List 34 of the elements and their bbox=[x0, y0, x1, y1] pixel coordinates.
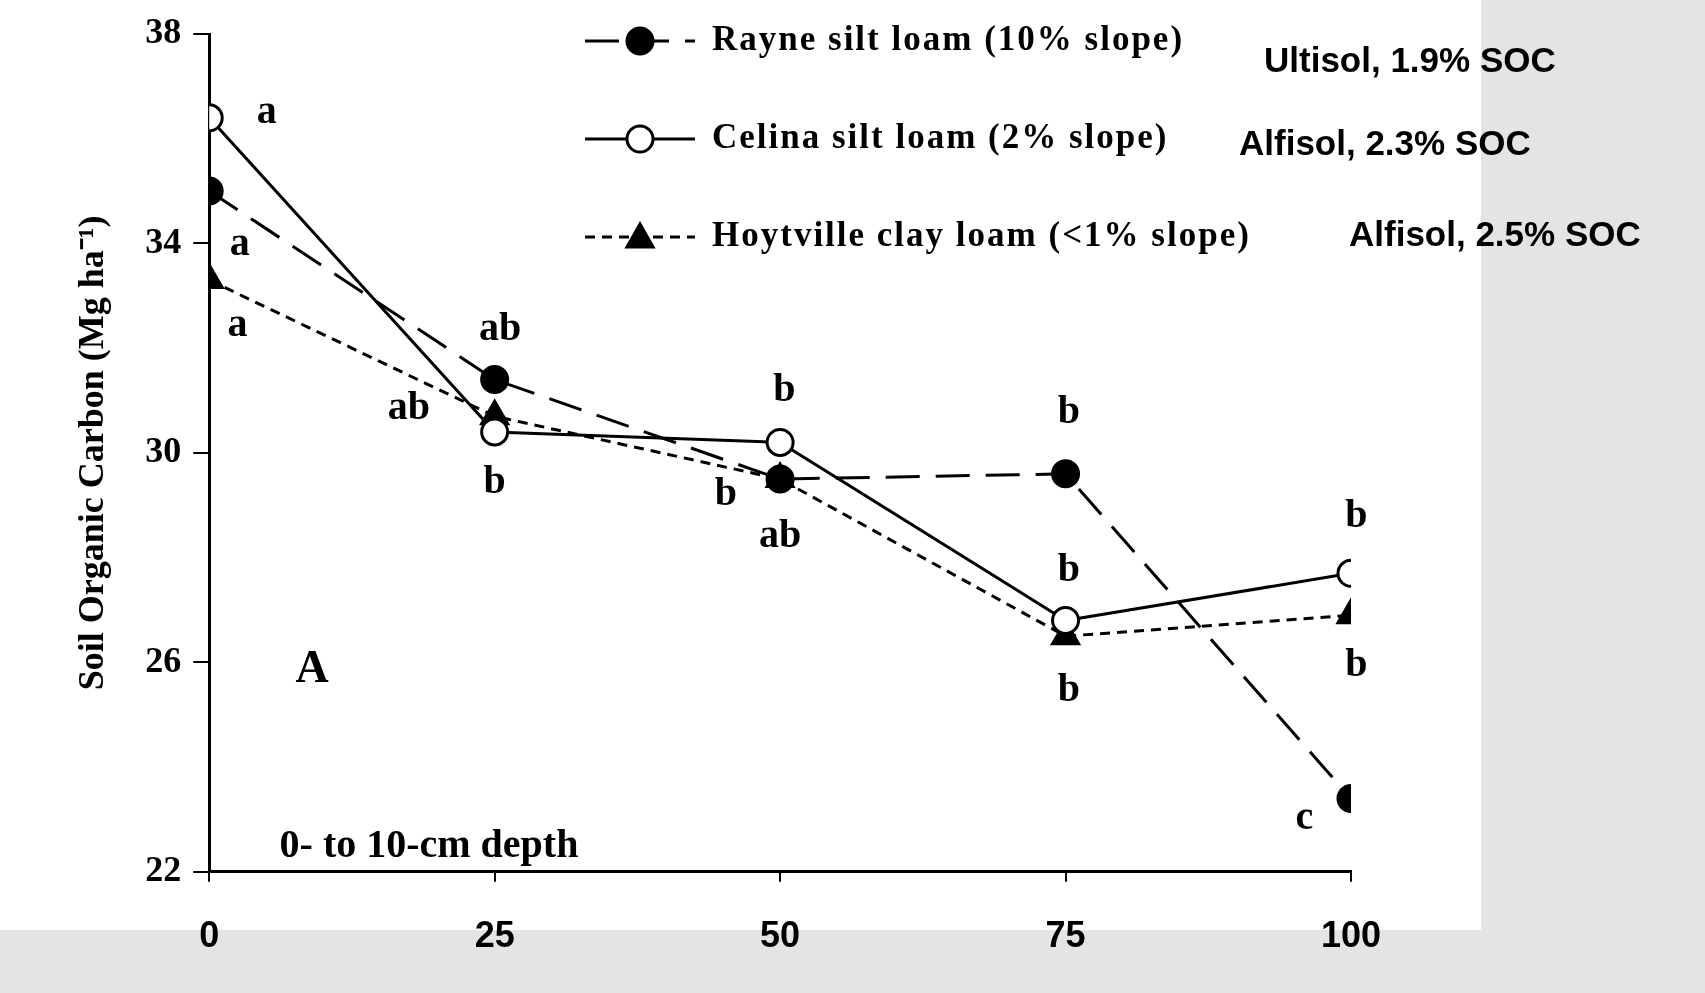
annotation: a bbox=[256, 86, 277, 132]
annotation: b bbox=[483, 457, 506, 503]
annotation: a bbox=[227, 300, 248, 346]
annotation: b bbox=[714, 468, 737, 514]
annotation: A bbox=[295, 639, 329, 693]
y-tick-label: 30 bbox=[145, 430, 182, 471]
annotation: b bbox=[1057, 544, 1080, 590]
x-tick-label: 75 bbox=[1045, 914, 1086, 956]
annotation: 0- to 10-cm depth bbox=[279, 819, 579, 867]
annotation: b bbox=[1057, 387, 1080, 433]
annotation: b bbox=[773, 364, 796, 410]
legend-label: Celina silt loam (2% slope) bbox=[712, 117, 1169, 157]
annotation: ab bbox=[478, 303, 522, 349]
legend-label: Rayne silt loam (10% slope) bbox=[712, 19, 1185, 59]
annotation: ab bbox=[387, 382, 430, 428]
x-tick-label: 0 bbox=[199, 914, 220, 956]
annotation: Alfisol, 2.5% SOC bbox=[1349, 214, 1641, 254]
y-tick-label: 26 bbox=[145, 639, 182, 680]
annotation: b bbox=[1345, 491, 1368, 537]
annotation: ab bbox=[758, 511, 802, 557]
x-tick-label: 100 bbox=[1320, 914, 1382, 956]
x-tick-label: 50 bbox=[760, 914, 801, 956]
legend-label: Hoytville clay loam (<1% slope) bbox=[712, 215, 1251, 255]
y-tick-label: 22 bbox=[145, 849, 182, 890]
y-axis-title: Soil Organic Carbon (Mg ha⁻¹) bbox=[70, 215, 111, 691]
annotation: b bbox=[1057, 664, 1080, 710]
x-tick-label: 25 bbox=[474, 914, 515, 956]
annotation: a bbox=[229, 218, 250, 264]
annotation: Ultisol, 1.9% SOC bbox=[1264, 40, 1556, 80]
y-tick-label: 34 bbox=[145, 220, 182, 261]
y-tick-label: 38 bbox=[145, 11, 182, 52]
annotation: c bbox=[1295, 793, 1314, 839]
annotation: Alfisol, 2.3% SOC bbox=[1239, 123, 1531, 163]
annotation: b bbox=[1345, 639, 1368, 685]
